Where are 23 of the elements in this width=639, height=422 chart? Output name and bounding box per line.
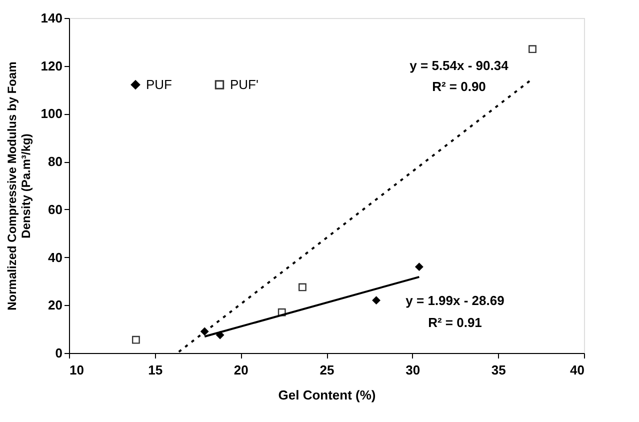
y-tick-label: 120: [40, 58, 62, 74]
annotation: y = 5.54x - 90.34: [410, 58, 510, 73]
x-tick-label: 35: [491, 362, 506, 378]
y-tick-label: 100: [40, 106, 62, 122]
x-tick-label: 40: [570, 362, 584, 378]
x-tick-label: 30: [406, 362, 420, 378]
annotation: R² = 0.90: [432, 79, 486, 94]
y-tick-label: 20: [48, 298, 62, 313]
y-tick-label: 40: [48, 250, 62, 265]
x-tick-label: 25: [320, 362, 334, 378]
legend-label: PUF: [146, 76, 172, 92]
annotation: R² = 0.91: [428, 315, 482, 330]
x-tick-label: 20: [234, 362, 248, 378]
annotation: y = 1.99x - 28.69: [406, 293, 504, 308]
y-axis-title: Normalized Compressive Modulus by Foam Density (Pa.m³/kg): [4, 62, 33, 310]
x-tick-label: 15: [148, 362, 163, 378]
legend-label: PUF': [230, 76, 258, 92]
x-tick-label: 10: [70, 362, 84, 378]
y-tick-label: 0: [55, 346, 62, 360]
y-tick-label: 60: [48, 202, 62, 217]
x-axis-title: Gel Content (%): [278, 388, 376, 402]
y-tick-label: 80: [48, 154, 62, 170]
y-tick-label: 140: [40, 10, 62, 26]
